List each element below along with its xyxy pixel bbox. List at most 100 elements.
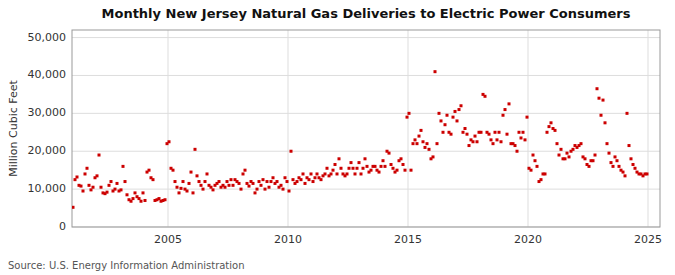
point bbox=[450, 133, 453, 136]
point bbox=[402, 163, 405, 166]
point bbox=[518, 131, 521, 134]
x-tick-label: 2005 bbox=[154, 233, 182, 246]
point bbox=[440, 119, 443, 122]
point bbox=[132, 197, 135, 200]
point bbox=[206, 172, 209, 175]
point bbox=[632, 163, 635, 166]
point bbox=[366, 165, 369, 168]
point bbox=[496, 138, 499, 141]
point bbox=[480, 131, 483, 134]
point bbox=[378, 171, 381, 174]
point bbox=[388, 152, 391, 155]
point bbox=[326, 167, 329, 170]
grid bbox=[72, 30, 660, 227]
point bbox=[340, 167, 343, 170]
point bbox=[82, 190, 85, 193]
point bbox=[370, 169, 373, 172]
point bbox=[330, 172, 333, 175]
point bbox=[446, 114, 449, 117]
point bbox=[272, 176, 275, 179]
point bbox=[74, 178, 77, 181]
point bbox=[358, 161, 361, 164]
point bbox=[142, 191, 145, 194]
point bbox=[266, 180, 269, 183]
y-grid-line bbox=[72, 37, 660, 38]
point bbox=[524, 138, 527, 141]
point bbox=[90, 188, 93, 191]
point bbox=[406, 116, 409, 119]
point bbox=[614, 155, 617, 158]
point bbox=[612, 165, 615, 168]
point bbox=[400, 157, 403, 160]
point bbox=[374, 165, 377, 168]
point bbox=[458, 108, 461, 111]
point bbox=[186, 190, 189, 193]
point bbox=[414, 138, 417, 141]
point bbox=[556, 142, 559, 145]
point bbox=[288, 190, 291, 193]
point bbox=[554, 129, 557, 132]
point bbox=[364, 157, 367, 160]
point bbox=[324, 172, 327, 175]
point bbox=[604, 121, 607, 124]
point bbox=[332, 169, 335, 172]
point bbox=[618, 165, 621, 168]
point bbox=[544, 172, 547, 175]
point bbox=[100, 186, 103, 189]
point bbox=[434, 70, 437, 73]
point bbox=[122, 165, 125, 168]
point bbox=[296, 180, 299, 183]
point bbox=[494, 131, 497, 134]
point bbox=[96, 174, 99, 177]
point bbox=[180, 187, 183, 190]
point bbox=[196, 174, 199, 177]
plot-frame bbox=[72, 30, 660, 227]
point bbox=[252, 182, 255, 185]
point bbox=[178, 191, 181, 194]
x-grid-line bbox=[168, 30, 169, 227]
point bbox=[84, 172, 87, 175]
point bbox=[560, 148, 563, 151]
point bbox=[408, 112, 411, 115]
point bbox=[526, 116, 529, 119]
point bbox=[300, 178, 303, 181]
point bbox=[584, 157, 587, 160]
point bbox=[600, 114, 603, 117]
point bbox=[168, 140, 171, 143]
y-grid-line bbox=[72, 75, 660, 76]
point bbox=[630, 157, 633, 160]
point bbox=[422, 140, 425, 143]
point bbox=[546, 131, 549, 134]
point bbox=[346, 172, 349, 175]
point bbox=[280, 184, 283, 187]
point bbox=[362, 167, 365, 170]
axes: 010,00020,00030,00040,00050,000200520102… bbox=[28, 31, 663, 246]
point bbox=[530, 169, 533, 172]
point bbox=[608, 152, 611, 155]
point bbox=[126, 193, 129, 196]
point bbox=[86, 167, 89, 170]
x-grid-line bbox=[528, 30, 529, 227]
point bbox=[610, 161, 613, 164]
point bbox=[304, 182, 307, 185]
point bbox=[260, 184, 263, 187]
point bbox=[410, 169, 413, 172]
point bbox=[588, 165, 591, 168]
point bbox=[316, 172, 319, 175]
point bbox=[312, 180, 315, 183]
point bbox=[580, 142, 583, 145]
point bbox=[98, 154, 101, 157]
point bbox=[258, 180, 261, 183]
point bbox=[472, 140, 475, 143]
point bbox=[396, 169, 399, 172]
x-tick-label: 2020 bbox=[514, 233, 542, 246]
point bbox=[520, 136, 523, 139]
point bbox=[646, 172, 649, 175]
point bbox=[464, 127, 467, 130]
point bbox=[442, 131, 445, 134]
point bbox=[286, 180, 289, 183]
point bbox=[594, 154, 597, 157]
point bbox=[462, 131, 465, 134]
point bbox=[502, 114, 505, 117]
point bbox=[380, 165, 383, 168]
